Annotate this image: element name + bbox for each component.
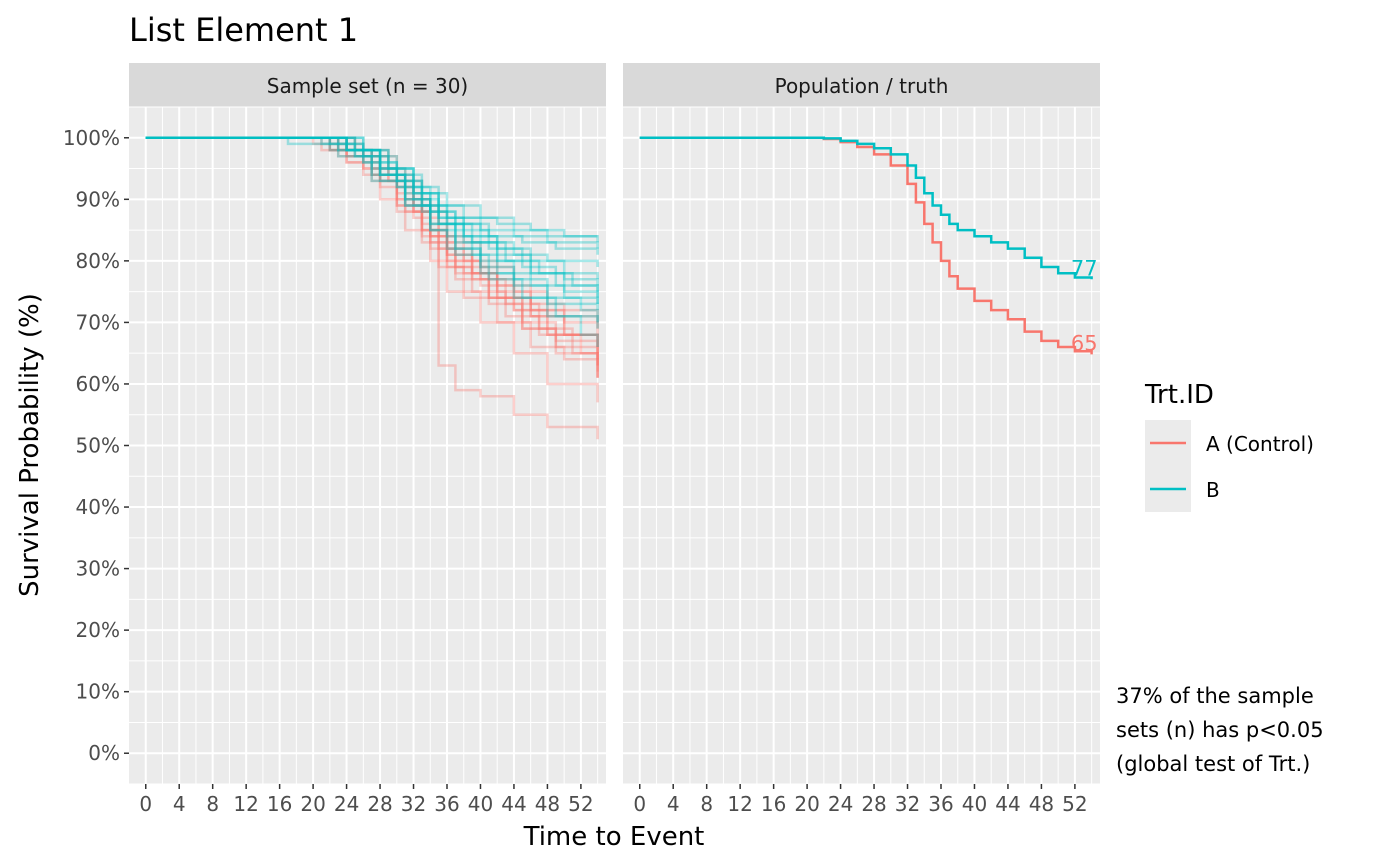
survival-curve	[145, 136, 599, 280]
survival-curve	[145, 136, 599, 298]
survival-curve	[145, 136, 599, 255]
x-tick-label: 8	[700, 792, 713, 816]
y-tick-label: 20%	[76, 618, 120, 642]
strip-background	[129, 63, 606, 107]
x-tick-label: 12	[233, 792, 258, 816]
x-tick-label: 24	[828, 792, 853, 816]
survival-curve	[145, 136, 599, 403]
survival-curve	[639, 136, 1093, 280]
x-tick-label: 16	[761, 792, 786, 816]
x-tick-label: 32	[895, 792, 920, 816]
facet-panels: Sample set (n = 30)0 4 8 12 16 20 24 28 32 36 40 44…	[129, 63, 1100, 816]
survival-curve	[145, 136, 599, 304]
strip-background	[623, 63, 1100, 107]
legend-label-b: B	[1206, 478, 1220, 502]
x-tick-label: 16	[267, 792, 292, 816]
survival-curve	[145, 136, 599, 311]
y-tick-label: 40%	[76, 495, 120, 519]
x-tick-label: 28	[861, 792, 886, 816]
caption-line-1: 37% of the sample	[1116, 684, 1314, 708]
survival-curve	[639, 136, 1093, 355]
survival-curve	[145, 136, 599, 440]
x-tick-label: 28	[367, 792, 392, 816]
x-tick-label: 20	[300, 792, 325, 816]
caption: 37% of the sample sets (n) has p<0.05 (g…	[1116, 684, 1324, 776]
x-tick-label: 44	[995, 792, 1020, 816]
survival-curve	[145, 136, 599, 249]
x-tick-label: 44	[501, 792, 526, 816]
survival-curve	[145, 136, 599, 286]
survival-curve	[145, 136, 599, 292]
panel-1: Sample set (n = 30)0 4 8 12 16 20 24 28 32 36 40 44…	[129, 63, 606, 816]
x-tick-label: 0	[139, 792, 152, 816]
x-tick-label: 40	[962, 792, 987, 816]
y-tick-label: 100%	[63, 126, 120, 150]
x-tick-label: 48	[1029, 792, 1054, 816]
y-tick-label: 70%	[76, 310, 120, 334]
x-tick-label: 8	[206, 792, 219, 816]
chart-title: List Element 1	[129, 11, 358, 49]
survival-curve	[145, 136, 599, 329]
legend: Trt.ID A (Control) B	[1144, 380, 1314, 512]
survival-curve	[145, 136, 599, 366]
y-tick-label: 80%	[76, 249, 120, 273]
x-tick-label: 12	[727, 792, 752, 816]
strip-label: Population / truth	[775, 74, 949, 98]
y-tick-label: 10%	[76, 680, 120, 704]
x-tick-label: 32	[401, 792, 426, 816]
survival-curve	[145, 136, 599, 378]
x-tick-label: 0	[633, 792, 646, 816]
x-tick-label: 36	[928, 792, 953, 816]
x-tick-label: 4	[173, 792, 186, 816]
x-tick-label: 40	[468, 792, 493, 816]
survival-curve	[145, 136, 599, 354]
survival-curve	[145, 136, 598, 238]
x-tick-label: 24	[334, 792, 359, 816]
survival-curve	[145, 136, 599, 378]
curve-end-label: 77	[1071, 256, 1098, 280]
survival-curve	[145, 136, 599, 372]
legend-label-a: A (Control)	[1206, 432, 1314, 456]
legend-key-background	[1145, 420, 1191, 512]
x-axis-title: Time to Event	[523, 822, 705, 852]
survival-curve	[145, 136, 599, 366]
survival-curve	[145, 136, 599, 323]
x-tick-label: 48	[535, 792, 560, 816]
caption-line-3: (global test of Trt.)	[1116, 752, 1310, 776]
y-tick-label: 90%	[76, 187, 120, 211]
survival-curve	[145, 136, 599, 323]
survival-curve	[145, 136, 599, 347]
survival-curve	[145, 136, 599, 378]
legend-title: Trt.ID	[1144, 380, 1214, 410]
x-tick-label: 20	[794, 792, 819, 816]
survival-curve	[145, 136, 599, 347]
x-tick-label: 52	[568, 792, 593, 816]
y-axis: 0% 10% 20% 30% 40% 50% 60% 70% 80% 90% 100%	[63, 126, 129, 765]
y-tick-label: 60%	[76, 372, 120, 396]
curve-end-label: 65	[1071, 331, 1098, 355]
survival-curve	[145, 136, 599, 304]
x-tick-label: 36	[434, 792, 459, 816]
survival-curve	[145, 136, 599, 329]
survival-curve	[145, 136, 599, 267]
survival-curve	[145, 136, 599, 347]
y-axis-title: Survival Probability (%)	[15, 293, 45, 597]
strip-label: Sample set (n = 30)	[267, 74, 468, 98]
survival-curve	[145, 136, 599, 243]
x-tick-label: 52	[1062, 792, 1087, 816]
y-tick-label: 0%	[88, 741, 120, 765]
survival-curve	[145, 136, 599, 335]
caption-line-2: sets (n) has p<0.05	[1116, 718, 1324, 742]
y-tick-label: 30%	[76, 557, 120, 581]
x-tick-label: 4	[667, 792, 680, 816]
survival-curve	[145, 136, 599, 360]
y-tick-label: 50%	[76, 434, 120, 458]
